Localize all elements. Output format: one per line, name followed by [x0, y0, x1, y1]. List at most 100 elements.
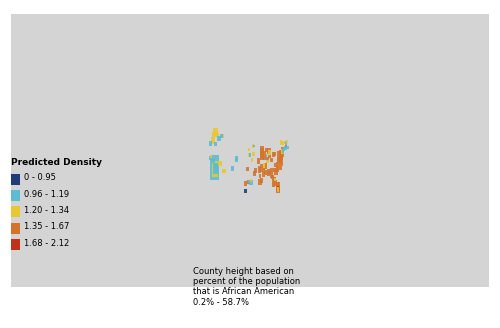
Bar	[266, 157, 269, 161]
Bar	[258, 174, 262, 178]
Bar	[251, 158, 253, 162]
Bar	[283, 141, 286, 144]
Bar	[273, 168, 276, 172]
Bar	[286, 146, 289, 149]
Bar	[249, 180, 253, 185]
Text: 1.68 - 2.12: 1.68 - 2.12	[24, 239, 69, 248]
Bar	[246, 167, 248, 171]
Bar	[261, 154, 264, 159]
Bar	[262, 166, 266, 174]
Bar	[264, 154, 267, 158]
Bar	[267, 169, 271, 174]
Bar	[217, 136, 220, 141]
Bar	[268, 155, 270, 158]
Bar	[276, 167, 279, 172]
Bar	[12, 14, 488, 287]
Bar	[220, 134, 222, 138]
Bar	[282, 142, 284, 145]
Bar	[274, 169, 278, 175]
Bar	[259, 167, 262, 172]
Bar	[214, 142, 217, 146]
Bar	[281, 141, 283, 144]
Text: County height based on
percent of the population
that is African American
0.2% -: County height based on percent of the po…	[193, 266, 300, 307]
Bar	[221, 134, 224, 138]
Text: Predicted Density: Predicted Density	[12, 158, 102, 167]
Bar	[210, 137, 214, 144]
Bar	[254, 171, 256, 176]
Bar	[284, 145, 287, 148]
Bar	[286, 141, 288, 145]
Bar	[274, 180, 277, 186]
Bar	[277, 151, 281, 161]
Bar	[208, 156, 212, 160]
Bar	[280, 150, 283, 158]
Bar	[279, 154, 283, 160]
Bar	[263, 151, 266, 155]
Bar	[280, 147, 284, 157]
Bar	[272, 153, 276, 157]
Text: 0.96 - 1.19: 0.96 - 1.19	[24, 190, 69, 198]
Bar	[12, 190, 20, 201]
Bar	[258, 158, 260, 164]
Bar	[270, 173, 273, 178]
Bar	[284, 146, 286, 150]
Bar	[260, 178, 264, 183]
Text: 1.35 - 1.67: 1.35 - 1.67	[24, 222, 69, 231]
Bar	[212, 135, 215, 142]
Bar	[270, 158, 273, 162]
Bar	[246, 180, 250, 184]
Bar	[210, 155, 212, 158]
Bar	[266, 160, 268, 163]
Bar	[244, 189, 247, 193]
Bar	[264, 163, 267, 169]
Bar	[279, 159, 282, 164]
Bar	[258, 179, 262, 185]
Bar	[212, 160, 218, 176]
Bar	[277, 158, 280, 163]
Bar	[222, 170, 226, 173]
Bar	[265, 148, 268, 153]
Bar	[12, 223, 20, 234]
Bar	[248, 148, 250, 151]
Bar	[252, 145, 255, 147]
Bar	[280, 158, 283, 166]
Bar	[270, 168, 274, 173]
Bar	[276, 185, 280, 193]
Bar	[272, 175, 274, 179]
Bar	[280, 140, 282, 145]
Bar	[274, 163, 277, 167]
Bar	[211, 158, 215, 163]
Bar	[218, 161, 222, 166]
Bar	[252, 152, 254, 156]
Bar	[254, 168, 258, 173]
Bar	[274, 178, 276, 181]
Bar	[264, 155, 266, 160]
Bar	[214, 163, 218, 174]
Bar	[212, 132, 218, 136]
Bar	[272, 177, 275, 181]
Bar	[267, 148, 270, 154]
Bar	[279, 166, 282, 171]
Bar	[274, 177, 276, 180]
Bar	[214, 164, 218, 173]
Bar	[268, 150, 270, 154]
Bar	[283, 147, 285, 151]
Bar	[249, 153, 252, 157]
Bar	[260, 164, 264, 168]
Bar	[12, 206, 20, 217]
Bar	[276, 162, 280, 169]
Bar	[272, 183, 275, 187]
Bar	[250, 179, 252, 182]
Bar	[216, 133, 219, 137]
Bar	[281, 149, 284, 154]
Bar	[272, 179, 275, 183]
Bar	[286, 140, 288, 143]
Bar	[274, 152, 276, 156]
Bar	[264, 170, 266, 175]
Bar	[273, 177, 276, 181]
Text: 1.20 - 1.34: 1.20 - 1.34	[24, 206, 69, 215]
Bar	[244, 181, 247, 186]
Bar	[248, 179, 250, 183]
Bar	[248, 153, 250, 157]
Bar	[262, 174, 265, 177]
